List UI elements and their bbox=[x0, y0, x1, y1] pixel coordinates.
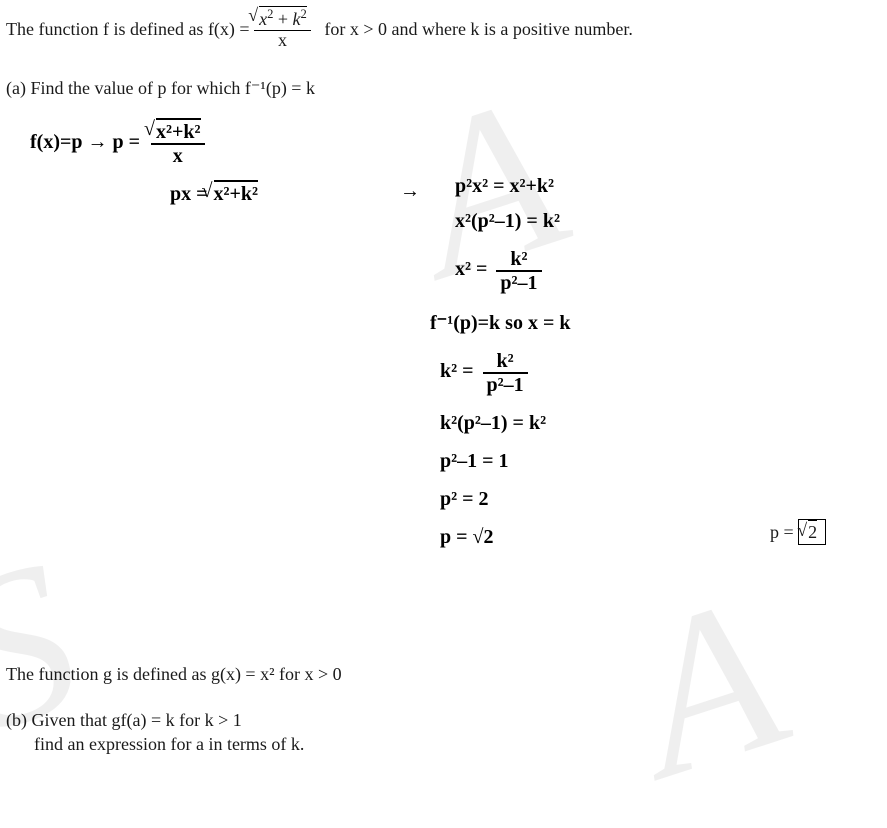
hw-l1-frac: x²+k² x bbox=[151, 118, 205, 167]
g-def: The function g is defined as g(x) = x² f… bbox=[6, 664, 342, 685]
stem-fraction: x2 + k2 x bbox=[254, 6, 311, 51]
answer-a-label: p = bbox=[770, 522, 798, 542]
stem-frac-num: x2 + k2 bbox=[254, 6, 311, 31]
hw-r1: p²x² = x²+k² bbox=[455, 175, 554, 198]
stem-frac-den: x bbox=[254, 31, 311, 51]
hw-arrow: → bbox=[400, 180, 420, 203]
watermark-a2: A bbox=[604, 545, 810, 827]
answer-a-box: 2 bbox=[798, 519, 826, 545]
answer-a: p = 2 bbox=[770, 520, 826, 543]
stem-suffix: for x > 0 and where k is a positive numb… bbox=[324, 19, 633, 39]
hw-r5-lhs: k² = bbox=[440, 360, 474, 382]
hw-l1-lhs: f(x)=p → p = bbox=[30, 131, 140, 153]
stem-prefix: The function f is defined as f(x) = bbox=[6, 19, 254, 39]
hw-r8: p² = 2 bbox=[440, 488, 489, 511]
hw-r3-frac: k² p²–1 bbox=[496, 248, 541, 294]
stem-line: The function f is defined as f(x) = x2 +… bbox=[6, 6, 876, 51]
part-a: (a) Find the value of p for which f⁻¹(p)… bbox=[6, 78, 315, 99]
hw-r5: k² = k² p²–1 bbox=[440, 350, 528, 396]
hw-r3-lhs: x² = bbox=[455, 258, 487, 280]
hw-r5-frac: k² p²–1 bbox=[483, 350, 528, 396]
hw-r2: x²(p²–1) = k² bbox=[455, 210, 560, 233]
hw-line1: f(x)=p → p = x²+k² x bbox=[30, 118, 205, 167]
part-b-line2: find an expression for a in terms of k. bbox=[34, 734, 304, 755]
hw-r7: p²–1 = 1 bbox=[440, 450, 509, 473]
hw-r4: f⁻¹(p)=k so x = k bbox=[430, 310, 570, 335]
hw-r9: p = √2 bbox=[440, 526, 494, 549]
hw-line2: px = x²+k² bbox=[170, 180, 258, 206]
answer-a-value: 2 bbox=[808, 520, 817, 543]
hw-r3: x² = k² p²–1 bbox=[455, 248, 542, 294]
hw-r6: k²(p²–1) = k² bbox=[440, 412, 546, 435]
part-b-line1: (b) Given that gf(a) = k for k > 1 bbox=[6, 710, 242, 731]
